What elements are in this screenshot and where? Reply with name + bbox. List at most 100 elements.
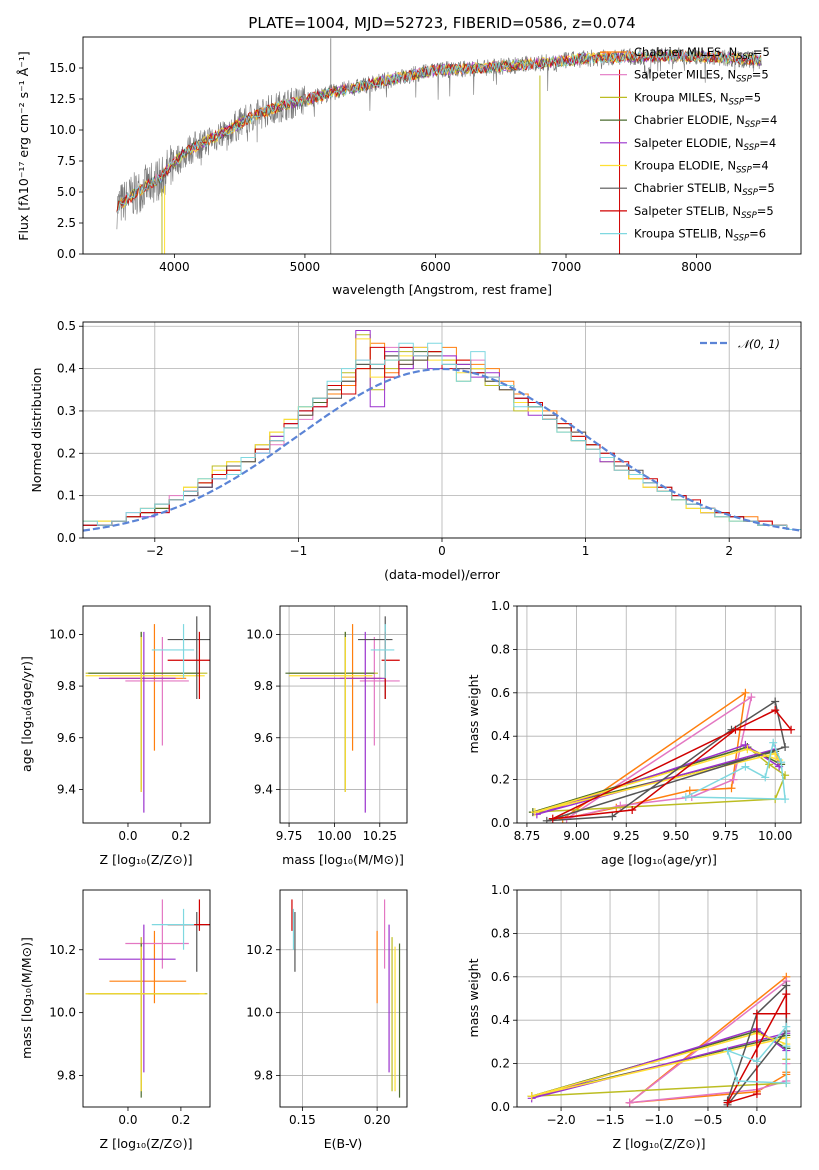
ssp-weight-line	[566, 695, 753, 820]
x-tick-label: 0.15	[289, 1113, 316, 1127]
y-tick-label: 10.2	[246, 943, 273, 957]
residuals-legend: 𝒩(0, 1)	[700, 337, 780, 351]
normal-reference-curve	[83, 367, 801, 532]
ssp-weight-line	[726, 993, 788, 1104]
residuals-axes-frame	[82, 321, 802, 539]
x-tick-label: −2	[146, 544, 164, 558]
y-tick-label: 9.4	[254, 782, 273, 796]
y-tick-label: 0.6	[491, 686, 510, 700]
weight-vs-Z-xlabel: Z [log₁₀(Z/Z⊙)]	[613, 1136, 706, 1151]
y-tick-label: 0.8	[491, 926, 510, 940]
x-tick-label: 7000	[551, 260, 582, 274]
x-tick-label: 0.0	[118, 829, 137, 843]
x-tick-label: 10.00	[317, 829, 351, 843]
y-tick-label: 0.0	[491, 1100, 510, 1114]
legend-entry: Chabrier MILES, NSSP=5	[634, 45, 770, 62]
legend-entry: Salpeter ELODIE, NSSP=4	[634, 136, 776, 153]
age-vs-Z-panel: 0.0 0.2 9.4 9.6 9.8 10.0 Z [log₁₀(Z/Z⊙)] age …	[19, 605, 211, 867]
y-tick-label: 10.2	[49, 943, 76, 957]
y-tick-label: 1.0	[491, 599, 510, 613]
y-tick-label: 0.8	[491, 642, 510, 656]
x-tick-label: 0	[438, 544, 446, 558]
x-tick-label: 0.20	[364, 1113, 391, 1127]
weight-vs-Z-axes-frame	[516, 889, 802, 1108]
y-tick-label: 9.8	[254, 679, 273, 693]
y-tick-label: 0.4	[491, 1013, 510, 1027]
age-vs-Z-ylabel: age [log₁₀(age/yr)]	[19, 656, 34, 772]
ssp-weight-marker	[733, 1076, 742, 1085]
y-tick-label: 10.0	[49, 1006, 76, 1020]
ssp-weight-marker	[616, 801, 625, 810]
mass-vs-Z-panel: 0.0 0.2 9.8 10.0 10.2 Z [log₁₀(Z/Z⊙)] mass […	[19, 889, 211, 1151]
mass-vs-ebv-xlabel: E(B-V)	[324, 1136, 363, 1151]
x-tick-label: 6000	[420, 260, 451, 274]
model-spectrum-line	[116, 50, 762, 213]
x-tick-label: 8000	[681, 260, 712, 274]
x-tick-label: 4000	[159, 260, 190, 274]
y-tick-label: 15.0	[49, 61, 76, 75]
y-tick-label: 0.0	[491, 816, 510, 830]
ssp-weight-marker	[723, 1098, 732, 1107]
ssp-weight-marker	[781, 795, 790, 804]
x-tick-label: 9.00	[563, 829, 590, 843]
ssp-weight-marker	[752, 1009, 761, 1018]
y-tick-label: 0.2	[57, 446, 76, 460]
y-tick-label: 1.0	[491, 883, 510, 897]
x-tick-label: 9.75	[276, 829, 303, 843]
x-tick-label: 10.25	[363, 829, 397, 843]
x-tick-label: 8.75	[514, 829, 541, 843]
ssp-weight-marker	[731, 725, 740, 734]
x-tick-label: −2.0	[546, 1113, 575, 1127]
normal-reference-legend-label: 𝒩(0, 1)	[738, 337, 780, 351]
ssp-weight-marker	[628, 805, 637, 814]
x-tick-label: −1.0	[644, 1113, 673, 1127]
legend-entry: Chabrier STELIB, NSSP=5	[634, 181, 775, 198]
ssp-weight-marker	[771, 697, 780, 706]
ssp-weight-marker	[685, 786, 694, 795]
ssp-weight-marker	[741, 688, 750, 697]
legend-entry: Kroupa MILES, NSSP=5	[634, 90, 761, 107]
x-tick-label: 0.2	[171, 1113, 190, 1127]
weight-vs-Z-ylabel: mass weight	[466, 958, 481, 1037]
x-tick-label: −1.5	[595, 1113, 624, 1127]
ssp-weight-marker	[527, 1092, 536, 1101]
ssp-weight-marker	[771, 706, 780, 715]
y-tick-label: 10.0	[246, 627, 273, 641]
y-tick-label: 0.2	[491, 773, 510, 787]
residuals-ylabel: Normed distribution	[29, 368, 44, 493]
y-tick-label: 2.5	[57, 216, 76, 230]
mass-vs-ebv-axes-frame	[279, 889, 408, 1108]
ssp-weight-marker	[777, 758, 786, 767]
ssp-weight-marker	[782, 990, 791, 999]
x-tick-label: 9.25	[613, 829, 640, 843]
y-tick-label: 0.4	[57, 362, 76, 376]
legend-entry: Chabrier ELODIE, NSSP=4	[634, 113, 777, 130]
y-tick-label: 0.3	[57, 404, 76, 418]
x-tick-label: 1	[582, 544, 590, 558]
model-spectrum-line	[116, 49, 762, 213]
ssp-weight-marker	[782, 1042, 791, 1051]
ssp-weight-marker	[782, 1079, 791, 1088]
x-tick-label: 0.0	[747, 1113, 766, 1127]
residuals-xlabel: (data-model)/error	[384, 567, 501, 582]
ssp-weight-marker	[743, 745, 752, 754]
spectrum-title: PLATE=1004, MJD=52723, FIBERID=0586, z=0…	[248, 14, 635, 32]
mass-vs-Z-ylabel: mass [log₁₀(M/M⊙)]	[19, 937, 34, 1059]
weight-vs-age-ylabel: mass weight	[466, 674, 481, 753]
x-tick-label: 0.2	[171, 829, 190, 843]
weight-vs-age-axes-frame	[516, 605, 802, 824]
ssp-weight-line	[552, 709, 793, 820]
mass-vs-ebv-panel: 0.15 0.20 9.8 10.0 10.2 E(B-V)	[246, 889, 408, 1151]
ssp-weight-marker	[530, 808, 539, 817]
age-vs-mass-panel: 9.75 10.00 10.25 9.4 9.6 9.8 10.0 mass [log₁₀(…	[246, 605, 408, 867]
y-tick-label: 9.8	[254, 1069, 273, 1083]
ssp-weight-marker	[608, 812, 617, 821]
ssp-weight-marker	[761, 773, 770, 782]
legend-entry: Salpeter STELIB, NSSP=5	[634, 204, 774, 221]
y-tick-label: 0.0	[57, 531, 76, 545]
y-tick-label: 0.5	[57, 319, 76, 333]
residuals-panel: −2 −1 0 1 2 0.0 0.1 0.2 0.3 0.4 0.5 (data-model)/e…	[29, 319, 802, 582]
age-vs-mass-axes-frame	[279, 605, 408, 824]
residual-histogram	[83, 342, 801, 530]
